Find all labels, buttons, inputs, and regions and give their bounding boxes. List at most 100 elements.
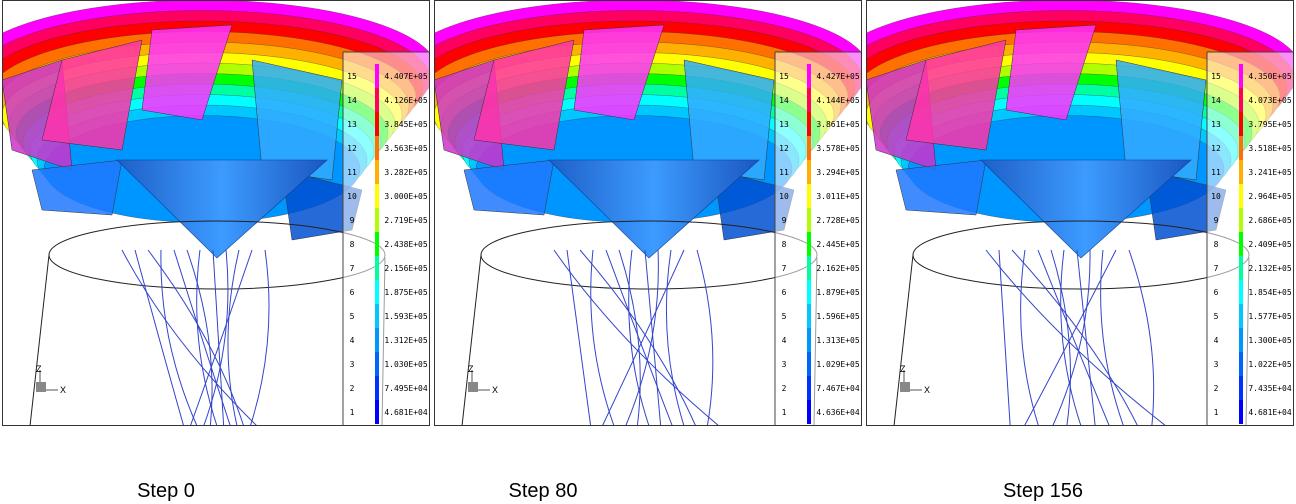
legend-swatch	[1239, 352, 1243, 376]
legend-value: 1.312E+05	[384, 336, 428, 345]
legend-swatch	[375, 280, 379, 304]
legend-swatch	[1239, 208, 1243, 232]
legend-swatch	[807, 280, 811, 304]
legend-value: 2.156E+05	[384, 264, 428, 273]
legend-level: 3	[350, 360, 355, 369]
legend-value: 3.241E+05	[1248, 168, 1292, 177]
legend-bg	[343, 52, 430, 426]
legend-swatch	[375, 304, 379, 328]
legend-swatch	[1239, 256, 1243, 280]
legend-swatch	[375, 400, 379, 424]
legend-value: 2.964E+05	[1248, 192, 1292, 201]
caption: Step 0	[137, 480, 195, 502]
legend-level: 15	[1211, 72, 1221, 81]
legend-value: 4.681E+04	[384, 408, 428, 417]
legend-level: 4	[1214, 336, 1219, 345]
legend-value: 1.577E+05	[1248, 312, 1292, 321]
legend-level: 5	[782, 312, 787, 321]
legend-swatch	[1239, 160, 1243, 184]
legend-swatch	[807, 160, 811, 184]
legend-bg	[775, 52, 862, 426]
legend-swatch	[1239, 88, 1243, 112]
legend-value: 3.861E+05	[816, 120, 860, 129]
legend-value: 4.636E+04	[816, 408, 860, 417]
legend-level: 13	[779, 120, 789, 129]
legend-swatch	[807, 136, 811, 160]
legend-swatch	[375, 136, 379, 160]
legend-value: 2.438E+05	[384, 240, 428, 249]
legend-value: 3.578E+05	[816, 144, 860, 153]
triad-box	[900, 382, 910, 392]
legend-level: 3	[782, 360, 787, 369]
legend-level: 15	[779, 72, 789, 81]
legend-level: 8	[782, 240, 787, 249]
legend-level: 7	[782, 264, 787, 273]
legend-value: 1.875E+05	[384, 288, 428, 297]
blade	[464, 160, 554, 215]
legend-swatch	[807, 184, 811, 208]
legend-level: 15	[347, 72, 357, 81]
legend-value: 2.162E+05	[816, 264, 860, 273]
legend-swatch	[375, 64, 379, 88]
legend-level: 4	[782, 336, 787, 345]
legend-value: 3.294E+05	[816, 168, 860, 177]
legend-swatch	[375, 376, 379, 400]
panel: ZX154.427E+05144.144E+05133.861E+05123.5…	[399, 0, 869, 426]
legend-swatch	[1239, 376, 1243, 400]
legend-swatch	[807, 352, 811, 376]
legend-swatch	[807, 88, 811, 112]
legend-value: 4.427E+05	[816, 72, 860, 81]
legend-swatch	[375, 328, 379, 352]
triad-label: Z	[468, 364, 474, 374]
blade	[896, 160, 986, 215]
triad-box	[36, 382, 46, 392]
legend-value: 1.593E+05	[384, 312, 428, 321]
legend-value: 7.435E+04	[1248, 384, 1292, 393]
legend-value: 2.728E+05	[816, 216, 860, 225]
legend-level: 11	[779, 168, 789, 177]
scene: ZX154.427E+05144.144E+05133.861E+05123.5…	[399, 0, 869, 426]
legend-swatch	[375, 208, 379, 232]
legend-value: 3.845E+05	[384, 120, 428, 129]
triad-label: Z	[900, 364, 906, 374]
legend-swatch	[375, 232, 379, 256]
legend-value: 3.563E+05	[384, 144, 428, 153]
legend-level: 10	[1211, 192, 1221, 201]
legend-swatch	[375, 184, 379, 208]
caption: Step 156	[1003, 480, 1083, 502]
legend-level: 8	[350, 240, 355, 249]
legend-level: 8	[1214, 240, 1219, 249]
legend-level: 1	[782, 408, 787, 417]
legend-swatch	[375, 112, 379, 136]
legend-swatch	[807, 112, 811, 136]
legend-level: 12	[347, 144, 357, 153]
legend-level: 7	[1214, 264, 1219, 273]
legend-level: 6	[1214, 288, 1219, 297]
legend-swatch	[1239, 400, 1243, 424]
legend-value: 4.126E+05	[384, 96, 428, 105]
legend-swatch	[807, 64, 811, 88]
caption: Step 80	[509, 480, 578, 502]
legend-value: 1.030E+05	[384, 360, 428, 369]
legend-swatch	[807, 400, 811, 424]
legend-level: 1	[350, 408, 355, 417]
legend-level: 10	[347, 192, 357, 201]
legend-level: 2	[350, 384, 355, 393]
legend-level: 14	[347, 96, 357, 105]
legend-value: 1.029E+05	[816, 360, 860, 369]
blade	[32, 160, 122, 215]
triad-label: X	[60, 385, 66, 395]
legend-level: 12	[1211, 144, 1221, 153]
legend-level: 4	[350, 336, 355, 345]
legend-swatch	[1239, 328, 1243, 352]
legend-value: 3.518E+05	[1248, 144, 1292, 153]
legend-level: 14	[779, 96, 789, 105]
legend-swatch	[1239, 304, 1243, 328]
triad-label: Z	[36, 364, 42, 374]
legend-swatch	[1239, 232, 1243, 256]
legend-value: 1.879E+05	[816, 288, 860, 297]
legend-level: 9	[782, 216, 787, 225]
